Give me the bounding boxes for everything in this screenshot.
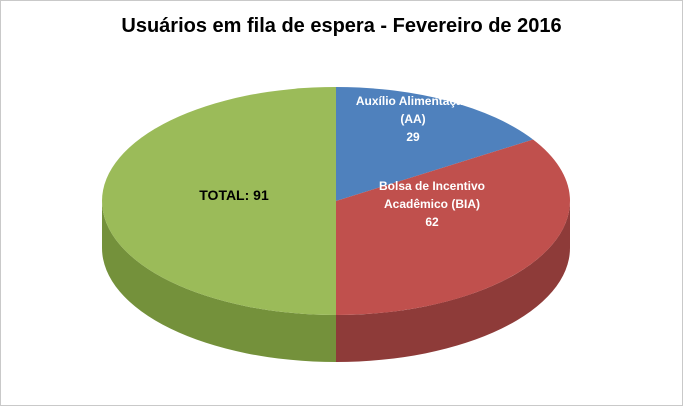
slice-label-total: TOTAL: 91: [151, 187, 317, 203]
slice-label-bia-line1: Bolsa de Incentivo: [378, 179, 486, 193]
slice-label-bia-value: 62: [425, 215, 439, 229]
slice-label-bia: Bolsa de Incentivo Acadêmico (BIA) 62: [332, 177, 532, 231]
slice-label-aa-line2: (AA): [400, 112, 426, 126]
slice-label-bia-line2: Acadêmico (BIA): [383, 197, 481, 211]
slice-label-total-text: TOTAL: 91: [199, 187, 269, 203]
slice-label-aa-line1: Auxílio Alimentação: [355, 94, 471, 108]
chart-title: Usuários em fila de espera - Fevereiro d…: [121, 15, 562, 37]
slice-label-aa: Auxílio Alimentação (AA) 29: [323, 92, 503, 146]
slice-label-aa-value: 29: [406, 130, 420, 144]
